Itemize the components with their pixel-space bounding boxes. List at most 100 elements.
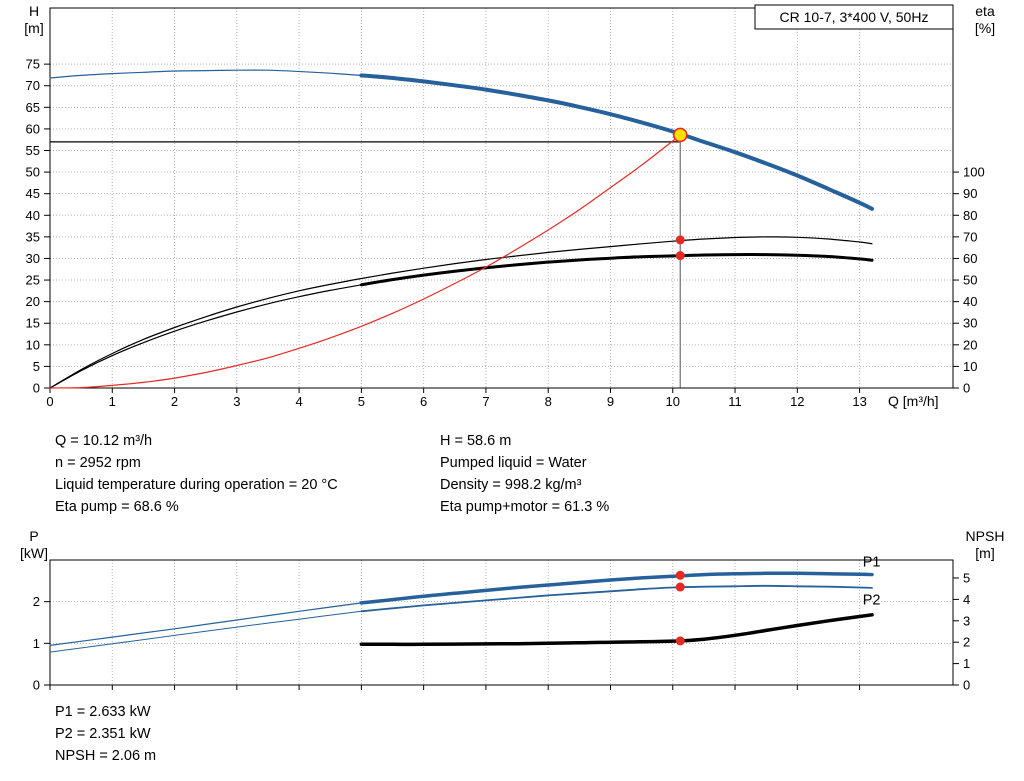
svg-text:1: 1 [33,636,40,651]
right-axis-title: NPSH [966,528,1005,544]
svg-text:90: 90 [963,186,977,201]
svg-text:20: 20 [26,294,40,309]
p2-curve-label: P2 [863,593,881,609]
p1-curve-thick [359,571,874,605]
eta-pump-motor-curve-thin [49,284,362,389]
svg-text:2: 2 [33,594,40,609]
svg-text:75: 75 [26,57,40,72]
svg-text:9: 9 [607,394,614,409]
left-axis-title: H [29,3,39,19]
left-axis-title: [m] [24,20,43,36]
chart-title: CR 10-7, 3*400 V, 50Hz [780,9,929,25]
stat-flow: Q = 10.12 m³/h [55,433,153,449]
p2-duty-point [675,582,685,592]
svg-text:55: 55 [26,143,40,158]
svg-text:45: 45 [26,186,40,201]
svg-text:10: 10 [666,394,680,409]
npsh-duty-point [675,636,685,646]
svg-text:70: 70 [963,229,977,244]
svg-text:65: 65 [26,100,40,115]
svg-text:50: 50 [26,165,40,180]
svg-text:0: 0 [46,394,53,409]
svg-text:35: 35 [26,229,40,244]
svg-text:0: 0 [963,678,970,693]
stat-npsh: NPSH = 2.06 m [55,748,157,764]
power-stats: P1 = 2.633 kW P2 = 2.351 kW NPSH = 2.06 … [55,701,156,767]
svg-text:30: 30 [963,316,977,331]
svg-text:80: 80 [963,208,977,223]
svg-text:20: 20 [963,337,977,352]
svg-text:4: 4 [295,394,302,409]
svg-text:13: 13 [852,394,866,409]
stat-speed: n = 2952 rpm [55,455,141,471]
plot-frame [49,7,954,389]
duty-stats-left: Q = 10.12 m³/h n = 2952 rpm Liquid tempe… [55,430,338,518]
stat-eta-pump-motor: Eta pump+motor = 61.3 % [440,499,610,515]
left-axis-title: [kW] [20,545,48,561]
svg-text:5: 5 [358,394,365,409]
svg-text:60: 60 [963,251,977,266]
eta-pump-curve [49,236,873,389]
svg-text:40: 40 [963,294,977,309]
svg-text:11: 11 [728,394,742,409]
svg-text:5: 5 [33,359,40,374]
svg-text:25: 25 [26,273,40,288]
axis-ticks-and-labels: 0 1 2 3 4 5 6 7 8 9 10 11 12 130510152025303540455055… [26,57,985,409]
stat-head: H = 58.6 m [440,433,512,449]
power-npsh-chart: 0 1 2 0 1 2 3 4 5 P[kW] NPSH[m] P1 P2 [20,528,1005,693]
svg-text:15: 15 [26,316,40,331]
svg-text:40: 40 [26,208,40,223]
svg-text:10: 10 [26,337,40,352]
x-axis-label: Q [m³/h] [888,393,939,409]
right-axis-title: [m] [975,545,994,561]
npsh-curve [359,613,874,647]
eta-pump-motor-duty-point [675,251,685,261]
svg-text:3: 3 [963,613,970,628]
p1-duty-point [675,570,685,580]
grid [50,8,953,388]
svg-text:70: 70 [26,78,40,93]
system-curve [49,134,681,389]
svg-text:4: 4 [963,592,970,607]
svg-text:1: 1 [963,656,970,671]
p1-curve-thin [49,600,375,646]
svg-text:7: 7 [482,394,489,409]
svg-text:0: 0 [963,381,970,396]
stat-pumped-liquid: Pumped liquid = Water [440,455,587,471]
stat-eta-pump: Eta pump = 68.6 % [55,499,179,515]
duty-stats-right: H = 58.6 m Pumped liquid = Water Density… [440,430,609,518]
right-axis-title: [%] [975,20,995,36]
head-eta-chart: 0 1 2 3 4 5 6 7 8 9 10 11 12 130510152025303540455055… [24,3,995,409]
chart-title-box [754,4,954,30]
head-curve-thin [49,69,375,79]
svg-text:5: 5 [963,570,970,585]
svg-text:0: 0 [33,678,40,693]
svg-text:30: 30 [26,251,40,266]
right-axis-title: eta [975,3,995,19]
svg-text:3: 3 [233,394,240,409]
eta-pump-duty-point [675,235,685,245]
plot-frame [49,559,954,686]
p2-curve-thick [360,584,873,613]
eta-pump-motor-curve-thick [359,253,874,287]
stat-density: Density = 998.2 kg/m³ [440,477,582,493]
p1-curve-label: P1 [863,555,881,571]
axis-ticks-and-labels: 0 1 2 0 1 2 3 4 5 [33,570,970,692]
left-axis-title: P [29,528,38,544]
svg-text:0: 0 [33,381,40,396]
svg-text:2: 2 [171,394,178,409]
svg-text:6: 6 [420,394,427,409]
svg-text:10: 10 [963,359,977,374]
grid [50,560,953,685]
svg-text:60: 60 [26,121,40,136]
svg-text:2: 2 [963,635,970,650]
head-curve-thick [359,73,874,211]
svg-text:8: 8 [545,394,552,409]
duty-point[interactable] [672,127,688,143]
stat-p2: P2 = 2.351 kW [55,726,151,742]
svg-text:12: 12 [790,394,804,409]
svg-text:1: 1 [109,394,116,409]
stat-p1: P1 = 2.633 kW [55,704,151,720]
stat-liquid-temperature: Liquid temperature during operation = 20… [55,477,338,493]
